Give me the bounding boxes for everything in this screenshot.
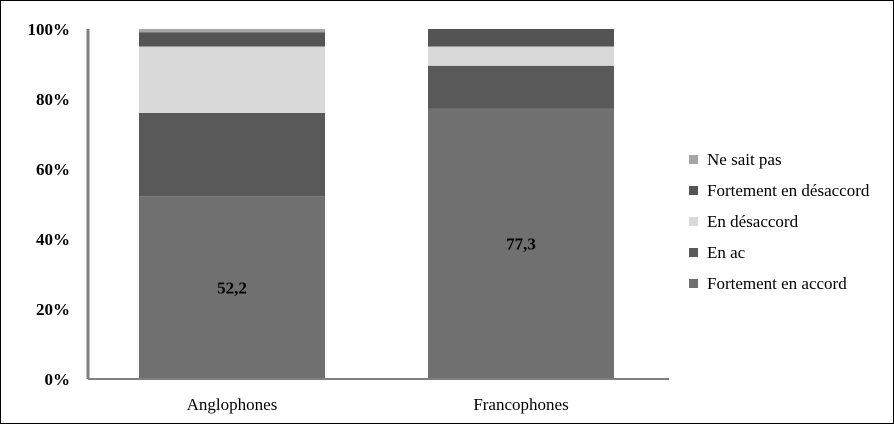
legend-label: En ac [707, 243, 746, 262]
y-tick-label: 100% [28, 20, 71, 39]
bar-segment [428, 29, 614, 47]
y-tick-label: 80% [36, 90, 70, 109]
bar-segment [428, 108, 614, 379]
x-category-label: Anglophones [187, 395, 278, 414]
data-label: 52,2 [217, 279, 247, 298]
bar-segment [139, 32, 325, 47]
data-label: 77,3 [506, 235, 536, 254]
x-category-label: Francophones [473, 395, 568, 414]
bar-segment [139, 29, 325, 33]
legend-swatch [689, 186, 698, 195]
legend-swatch [689, 248, 698, 257]
bar-segment [428, 65, 614, 109]
legend-swatch [689, 155, 698, 164]
y-tick-label: 40% [36, 230, 70, 249]
y-tick-label: 0% [45, 370, 71, 389]
legend-label: Fortement en accord [707, 274, 847, 293]
bar-segment [428, 46, 614, 66]
y-tick-label: 20% [36, 300, 70, 319]
bar-segment [139, 196, 325, 379]
y-tick-label: 60% [36, 160, 70, 179]
legend-swatch [689, 279, 698, 288]
legend-label: En désaccord [707, 212, 799, 231]
bar-segment [139, 46, 325, 113]
legend-label: Ne sait pas [707, 150, 782, 169]
legend-label: Fortement en désaccord [707, 181, 870, 200]
bar-segment [139, 113, 325, 197]
legend-swatch [689, 217, 698, 226]
